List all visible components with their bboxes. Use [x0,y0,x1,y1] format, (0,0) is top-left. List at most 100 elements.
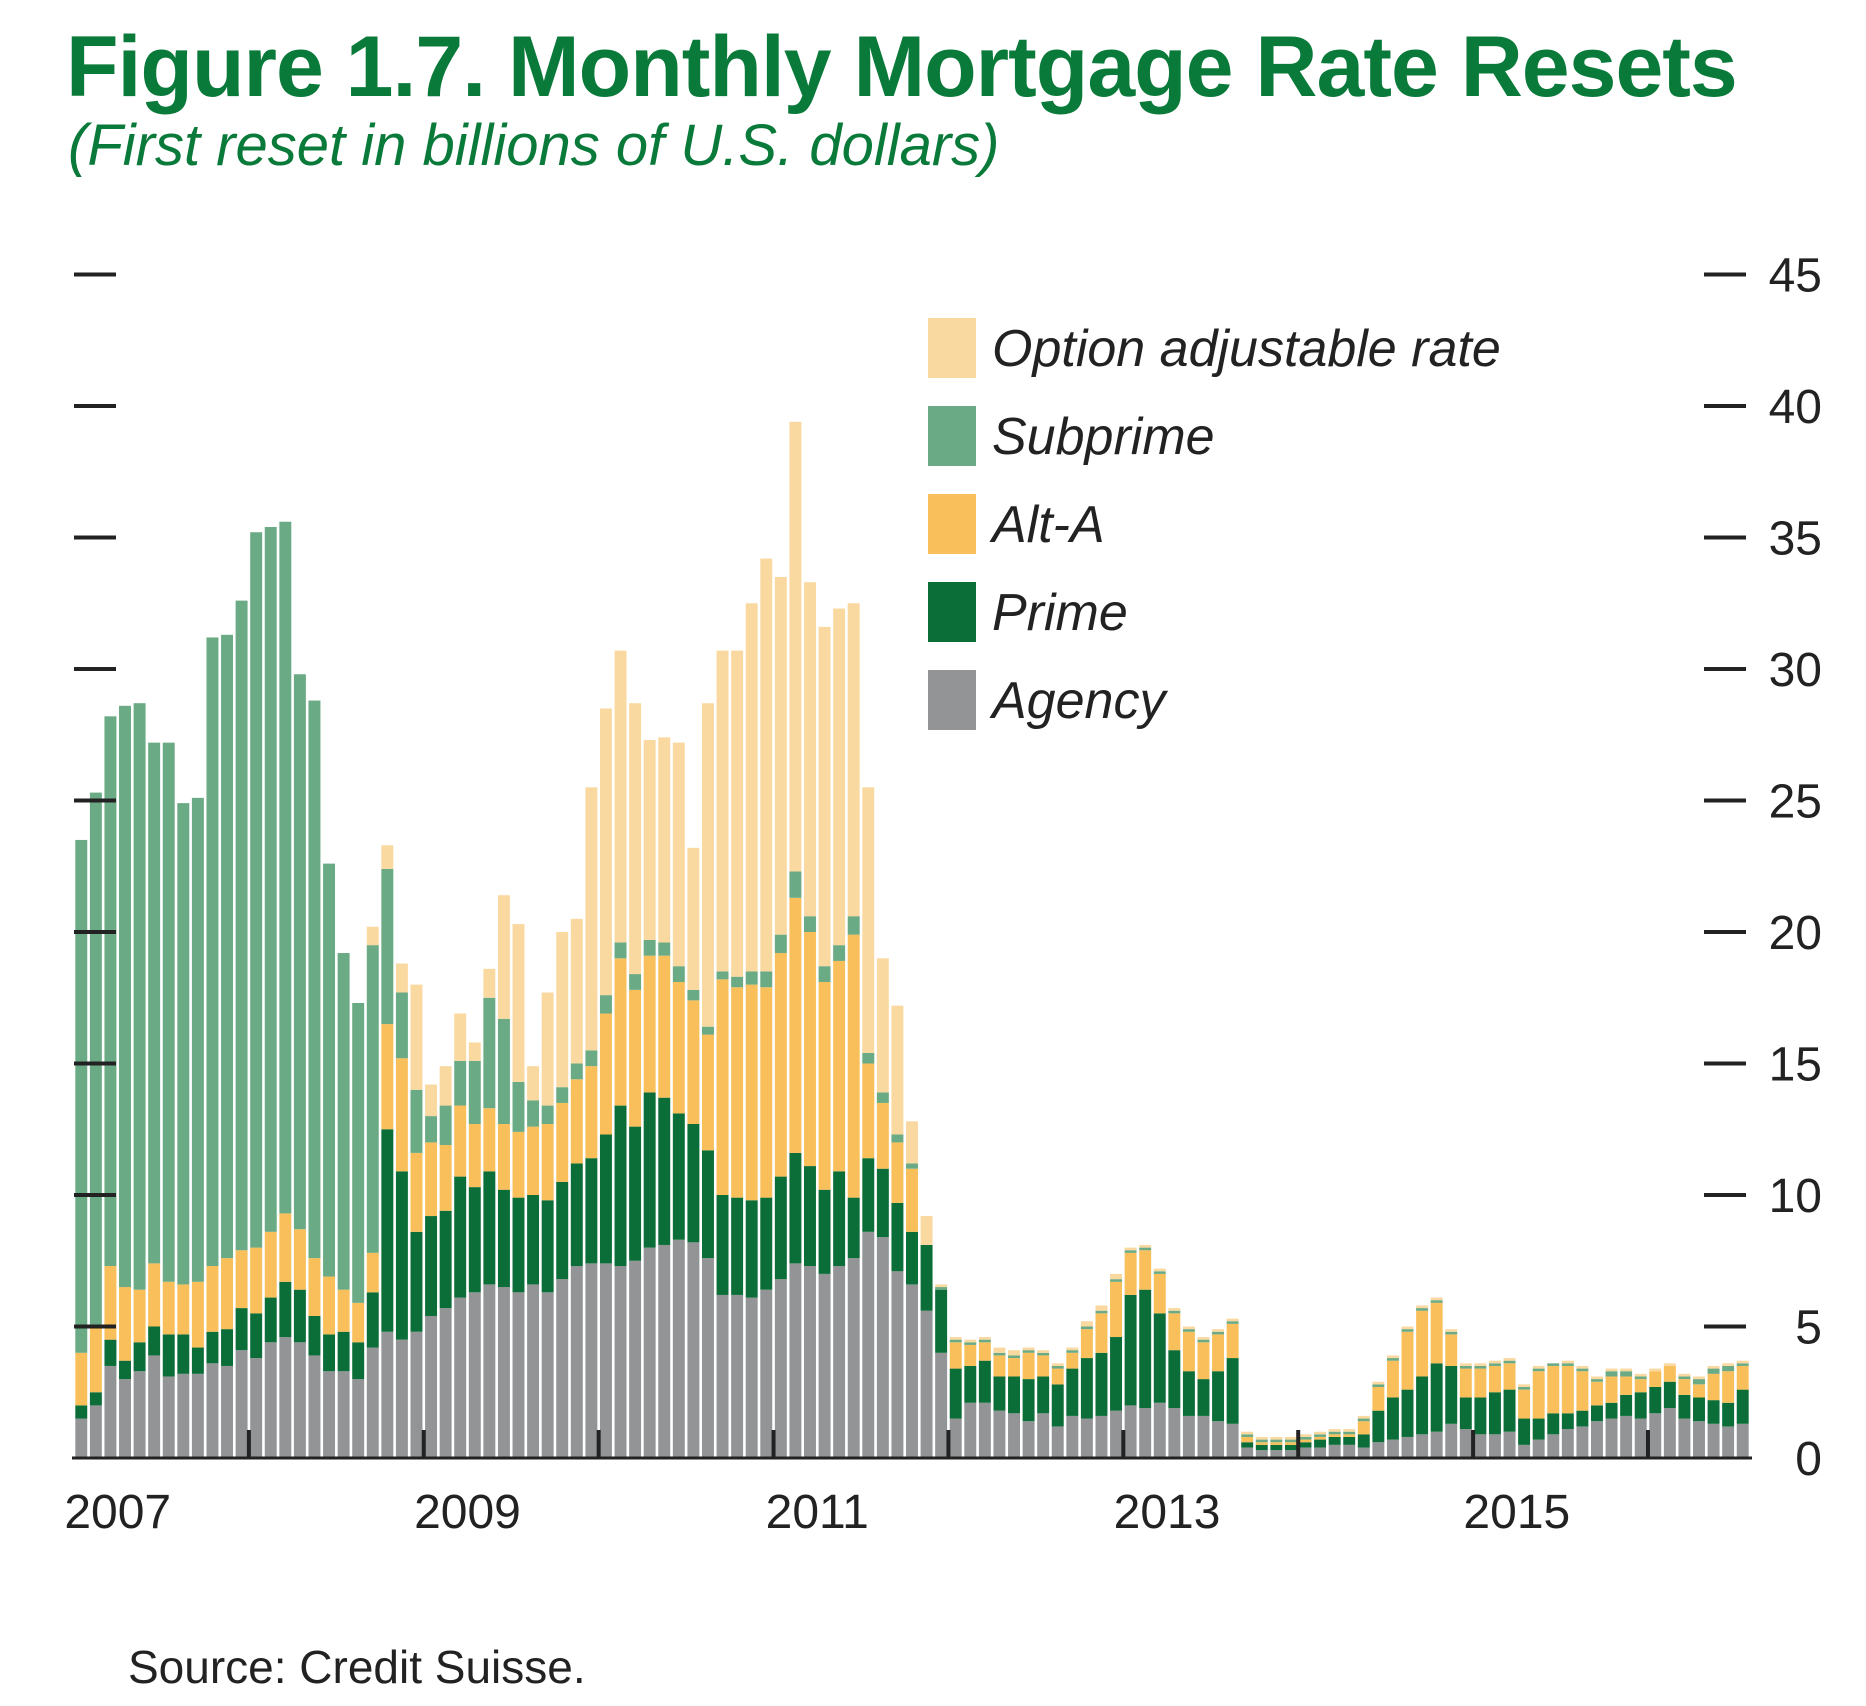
bar-alt-a-99 [1503,1363,1516,1390]
bar-prime-33 [541,1200,554,1293]
bar-agency-48 [760,1289,773,1458]
bar-option-adjustable-rate-49 [774,576,787,935]
bar-alt-a-5 [133,1289,146,1343]
bar-prime-103 [1561,1413,1574,1430]
bar-alt-a-3 [104,1266,117,1340]
bar-agency-103 [1561,1429,1574,1458]
bar-alt-a-41 [658,955,671,1098]
bar-subprime-6 [148,742,161,1264]
bar-option-adjustable-rate-69 [1066,1347,1079,1351]
bar-option-adjustable-rate-98 [1488,1360,1501,1364]
bar-option-adjustable-rate-61 [949,1337,962,1340]
bar-agency-24 [410,1331,423,1458]
bar-agency-105 [1591,1421,1603,1458]
bar-prime-45 [716,1195,729,1295]
bars-group [75,421,1749,1458]
bar-agency-91 [1386,1439,1399,1458]
y-tick-label-30: 30 [1769,644,1822,697]
bar-option-adjustable-rate-113 [1707,1365,1720,1369]
bar-option-adjustable-rate-90 [1372,1381,1385,1385]
y-tick-label-0: 0 [1795,1433,1822,1486]
bar-subprime-42 [672,966,685,982]
bar-subprime-13 [250,532,263,1248]
bar-option-adjustable-rate-56 [876,958,889,1093]
bar-subprime-91 [1386,1358,1399,1361]
bar-subprime-103 [1561,1363,1574,1366]
bar-option-adjustable-rate-45 [716,650,729,972]
legend-swatch-prime [928,582,976,642]
bar-agency-86 [1314,1447,1327,1458]
bar-alt-a-37 [599,1013,612,1135]
bar-alt-a-74 [1139,1250,1152,1290]
bar-prime-60 [935,1289,948,1353]
legend-swatch-subprime [928,406,976,466]
bar-alt-a-101 [1532,1371,1545,1419]
x-tick-label-2011: 2011 [766,1486,869,1539]
bar-agency-113 [1707,1423,1720,1458]
bar-subprime-57 [891,1134,904,1143]
bar-agency-80 [1226,1423,1239,1458]
bar-option-adjustable-rate-80 [1226,1318,1239,1322]
bar-alt-a-28 [468,1123,481,1188]
bar-agency-31 [512,1292,525,1458]
bar-alt-a-70 [1080,1329,1093,1359]
bar-prime-96 [1459,1397,1472,1430]
bar-agency-66 [1022,1421,1035,1458]
bar-subprime-58 [906,1163,918,1169]
bar-subprime-61 [949,1339,962,1343]
bar-option-adjustable-rate-70 [1080,1321,1093,1327]
bar-prime-89 [1357,1434,1370,1448]
bar-agency-84 [1284,1450,1297,1458]
bar-option-adjustable-rate-72 [1110,1273,1123,1280]
bar-option-adjustable-rate-99 [1503,1358,1516,1361]
bar-subprime-9 [191,797,204,1282]
bar-alt-a-42 [672,981,685,1114]
bar-alt-a-81 [1241,1436,1254,1443]
bar-prime-18 [323,1334,336,1372]
bar-subprime-32 [527,1100,540,1127]
bar-alt-a-49 [774,953,787,1177]
bar-alt-a-51 [804,932,816,1167]
bar-agency-75 [1153,1402,1166,1458]
bar-option-adjustable-rate-42 [672,742,685,967]
bar-alt-a-69 [1066,1352,1079,1369]
bar-alt-a-45 [716,979,729,1195]
bar-prime-108 [1634,1392,1647,1419]
bar-prime-68 [1051,1384,1064,1427]
bar-agency-101 [1532,1439,1545,1458]
bar-prime-62 [964,1365,977,1403]
bar-prime-41 [658,1097,671,1245]
bar-option-adjustable-rate-92 [1401,1326,1414,1330]
bar-alt-a-82 [1255,1442,1268,1445]
bar-subprime-26 [439,1105,452,1146]
bar-option-adjustable-rate-47 [745,603,758,972]
bar-alt-a-96 [1459,1368,1472,1398]
bar-alt-a-18 [323,1276,336,1335]
bar-prime-20 [352,1342,365,1380]
bar-prime-36 [585,1158,598,1264]
bar-agency-85 [1299,1447,1312,1458]
bar-option-adjustable-rate-31 [512,924,525,1082]
bar-agency-78 [1197,1415,1210,1458]
bar-subprime-36 [585,1050,598,1067]
bar-option-adjustable-rate-79 [1212,1329,1225,1332]
bar-agency-83 [1270,1450,1283,1458]
bar-prime-81 [1241,1442,1254,1448]
bar-alt-a-54 [847,934,860,1198]
bar-prime-102 [1547,1413,1560,1435]
bar-prime-92 [1401,1389,1414,1437]
bar-alt-a-19 [337,1289,350,1332]
bar-prime-29 [483,1171,496,1285]
bar-subprime-35 [570,1063,583,1080]
bar-alt-a-100 [1518,1389,1531,1419]
bar-agency-36 [585,1263,598,1458]
bar-alt-a-109 [1649,1371,1662,1387]
bar-subprime-1 [75,839,88,1353]
bar-agency-20 [352,1379,365,1458]
bar-agency-23 [395,1339,408,1458]
bar-agency-62 [964,1402,977,1458]
bar-alt-a-92 [1401,1331,1414,1390]
bar-alt-a-11 [221,1258,233,1330]
bar-option-adjustable-rate-25 [425,1084,438,1117]
bar-agency-99 [1503,1431,1516,1458]
